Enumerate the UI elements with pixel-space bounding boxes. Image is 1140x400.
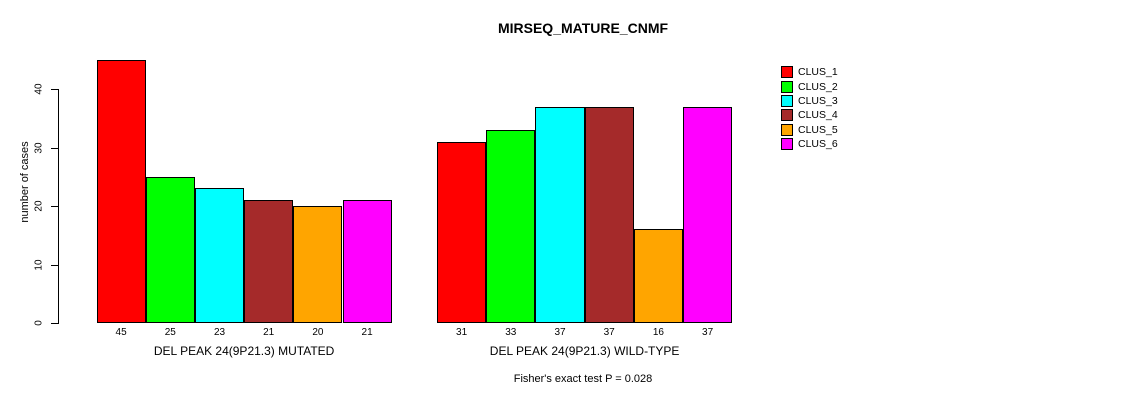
bar-value-label: 20 [312, 327, 324, 338]
y-axis-tick-label: 10 [33, 258, 45, 271]
y-axis-tick-label: 0 [33, 320, 45, 326]
legend-item: CLUS_6 [781, 137, 838, 151]
legend-item-label: CLUS_2 [798, 80, 838, 93]
legend-item-label: CLUS_3 [798, 94, 838, 107]
bar-value-label: 37 [702, 327, 714, 338]
bar-clus_4-group2 [584, 106, 634, 323]
legend-color-swatch [781, 94, 793, 107]
y-axis-line [58, 89, 59, 324]
y-axis-label: number of cases [19, 141, 31, 223]
bar-value-label: 23 [213, 327, 226, 338]
y-axis-tick [51, 147, 58, 149]
legend-color-swatch [781, 109, 793, 122]
bar-clus_1-group1 [96, 59, 146, 323]
legend-color-swatch [781, 123, 793, 136]
y-axis-tick [51, 264, 58, 266]
y-axis-tick [51, 206, 58, 207]
legend: CLUS_1 CLUS_2 CLUS_3 CLUS_4 CLUS_5 CLUS_6 [781, 65, 838, 151]
y-axis-tick [51, 323, 58, 324]
legend-item-label: CLUS_1 [798, 66, 838, 79]
legend-item: CLUS_4 [781, 108, 838, 122]
bar-clus_6-group1 [342, 200, 392, 323]
legend-item-label: CLUS_4 [798, 109, 838, 122]
legend-item-label: CLUS_5 [798, 123, 838, 136]
bar-value-label: 25 [164, 327, 176, 338]
bar-value-label: 33 [505, 327, 517, 338]
y-axis-tick-label: 20 [33, 200, 45, 212]
bar-value-label: 21 [361, 327, 373, 338]
legend-color-swatch [781, 66, 793, 79]
y-axis-tick [51, 89, 58, 90]
bar-value-label: 37 [554, 327, 566, 338]
bar-value-label: 16 [652, 327, 664, 338]
legend-item: CLUS_3 [781, 94, 838, 108]
y-axis-tick-label: 30 [33, 141, 45, 154]
bar-clus_3-group2 [535, 106, 585, 323]
bar-clus_5-group1 [293, 206, 343, 323]
legend-color-swatch [781, 80, 793, 93]
bar-clus_2-group1 [145, 176, 195, 323]
y-axis-tick-label: 40 [33, 83, 45, 95]
bar-value-label: 31 [456, 327, 468, 338]
bar-value-label: 21 [263, 327, 275, 338]
bar-clus_2-group2 [486, 129, 536, 323]
x-group-label: DEL PEAK 24(9P21.3) WILD-TYPE [489, 344, 680, 358]
bar-clus_5-group2 [633, 229, 683, 323]
bar-value-label: 37 [603, 327, 615, 338]
legend-item: CLUS_2 [781, 79, 838, 93]
legend-item: CLUS_5 [781, 123, 838, 137]
bar-clus_3-group1 [194, 188, 245, 323]
chart-title: MIRSEQ_MATURE_CNMF [497, 20, 669, 36]
bar-clus_6-group2 [683, 106, 733, 323]
legend-item-label: CLUS_6 [798, 138, 838, 151]
legend-color-swatch [781, 138, 793, 151]
fisher-test-caption: Fisher's exact test P = 0.028 [513, 373, 653, 385]
bar-value-label: 45 [115, 327, 127, 338]
bar-clus_1-group2 [437, 141, 487, 323]
bar-clus_4-group1 [244, 200, 294, 323]
legend-item: CLUS_1 [781, 65, 838, 79]
x-group-label: DEL PEAK 24(9P21.3) MUTATED [153, 344, 335, 358]
